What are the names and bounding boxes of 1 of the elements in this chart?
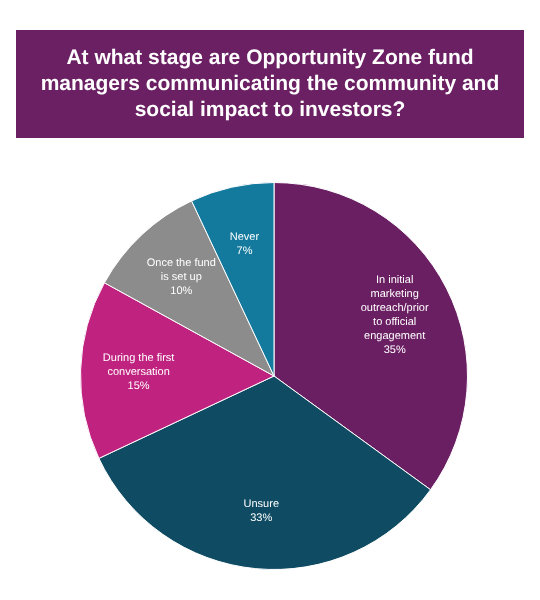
chart-title: At what stage are Opportunity Zone fund managers communicating the community and social impact to investors?	[16, 30, 524, 138]
